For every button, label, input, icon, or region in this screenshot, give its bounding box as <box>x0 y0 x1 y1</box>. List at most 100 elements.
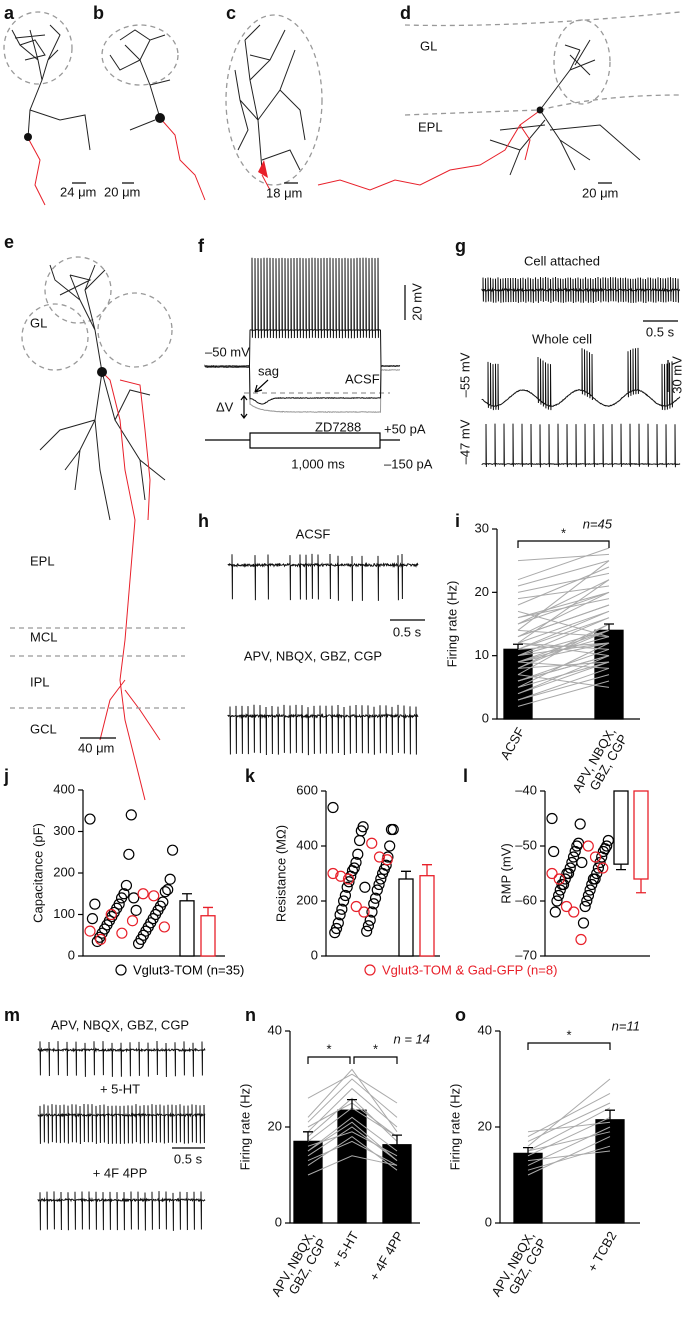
paired-line <box>517 572 610 593</box>
legend-label: Vglut3-TOM (n=35) <box>133 962 244 977</box>
error-bar <box>616 864 626 871</box>
data-point <box>561 867 573 880</box>
y-tick-label: 0 <box>311 947 318 962</box>
data-point <box>125 809 137 821</box>
paired-line <box>307 1126 398 1162</box>
scale-label: 40 μm <box>78 740 114 755</box>
data-point <box>579 900 591 913</box>
data-point <box>334 909 346 921</box>
paired-line <box>527 1102 611 1142</box>
error-bar <box>605 1109 615 1120</box>
scale-label: 30 mV <box>669 356 684 394</box>
data-point <box>381 854 393 866</box>
error-bar <box>422 864 432 876</box>
trace-label: sag <box>258 363 279 378</box>
annotation: n=45 <box>583 516 613 531</box>
data-point <box>148 890 160 902</box>
paired-line <box>307 1073 398 1104</box>
data-point <box>592 862 605 874</box>
paired-line <box>517 591 610 619</box>
paired-line <box>527 1150 611 1162</box>
trace-label: –150 pA <box>384 456 433 471</box>
trace-label: 1,000 ms <box>291 456 345 471</box>
data-point <box>120 879 133 892</box>
y-axis-label: RMP (mV) <box>498 843 513 903</box>
layer-label: EPL <box>30 553 55 568</box>
panel-label: c <box>226 3 236 23</box>
paired-line <box>527 1107 611 1152</box>
y-tick-label: –70 <box>515 947 537 962</box>
data-point <box>385 823 398 836</box>
data-point <box>581 895 593 907</box>
paired-line <box>517 604 610 638</box>
y-tick-label: 200 <box>53 864 75 879</box>
data-point <box>574 818 586 830</box>
legend-label: Vglut3-TOM & Gad-GFP (n=8) <box>382 962 557 977</box>
paired-line <box>517 661 610 695</box>
data-point <box>369 892 382 904</box>
data-point <box>548 845 560 858</box>
data-point <box>359 881 371 893</box>
paired-line <box>517 610 610 650</box>
neuron-a <box>3 11 91 206</box>
annotation: n=11 <box>612 1018 640 1033</box>
panel-label: e <box>4 232 14 252</box>
data-point <box>130 904 142 916</box>
trace-label: Whole cell <box>532 331 592 346</box>
data-point <box>137 888 149 900</box>
panel-label: o <box>455 1005 466 1025</box>
y-axis-label: Firing rate (Hz) <box>447 1084 462 1171</box>
paired-line <box>517 642 610 663</box>
y-tick-label: 40 <box>478 1022 492 1037</box>
bar <box>337 1109 367 1224</box>
data-point <box>162 883 174 896</box>
data-point <box>339 889 351 902</box>
significance-bracket <box>307 1056 351 1064</box>
data-point <box>164 873 176 885</box>
trace-label: APV, NBQX, GBZ, CGP <box>244 648 382 663</box>
significance-bracket <box>527 1042 611 1050</box>
data-point <box>559 873 571 885</box>
data-point <box>329 927 341 939</box>
y-tick-label: 30 <box>475 520 489 535</box>
data-point <box>576 856 588 869</box>
paired-line <box>307 1121 398 1161</box>
data-point <box>556 878 568 891</box>
data-point <box>546 812 558 825</box>
paired-line <box>517 674 610 701</box>
data-point <box>551 895 563 907</box>
bar <box>633 790 649 880</box>
trace <box>227 704 419 756</box>
data-point <box>350 900 362 913</box>
data-point <box>597 845 609 858</box>
bar <box>293 1140 323 1224</box>
paired-line <box>517 629 610 657</box>
data-point <box>335 870 347 882</box>
data-point <box>159 886 171 898</box>
data-point <box>368 898 380 910</box>
trace <box>481 277 681 304</box>
bar <box>419 875 435 957</box>
data-point <box>546 867 558 880</box>
trace <box>204 365 400 405</box>
layer-label: IPL <box>30 674 50 689</box>
trace-label: ZD7288 <box>315 419 361 434</box>
data-point <box>577 917 590 929</box>
trace-label: +50 pA <box>384 421 426 436</box>
error-bar <box>303 1131 313 1142</box>
data-point <box>361 925 373 937</box>
data-point <box>553 873 565 885</box>
paired-line <box>517 591 610 638</box>
panel-label: j <box>3 766 9 786</box>
panel-label: i <box>455 511 460 531</box>
data-point <box>126 915 139 927</box>
paired-line <box>517 566 610 606</box>
scale-label: 24 μm <box>60 184 96 199</box>
panel-label: m <box>4 1005 20 1025</box>
paired-line <box>307 1097 398 1142</box>
data-point <box>571 840 583 852</box>
bar <box>613 790 629 865</box>
bar <box>382 1144 412 1224</box>
data-point <box>353 834 366 847</box>
data-point <box>158 921 170 933</box>
